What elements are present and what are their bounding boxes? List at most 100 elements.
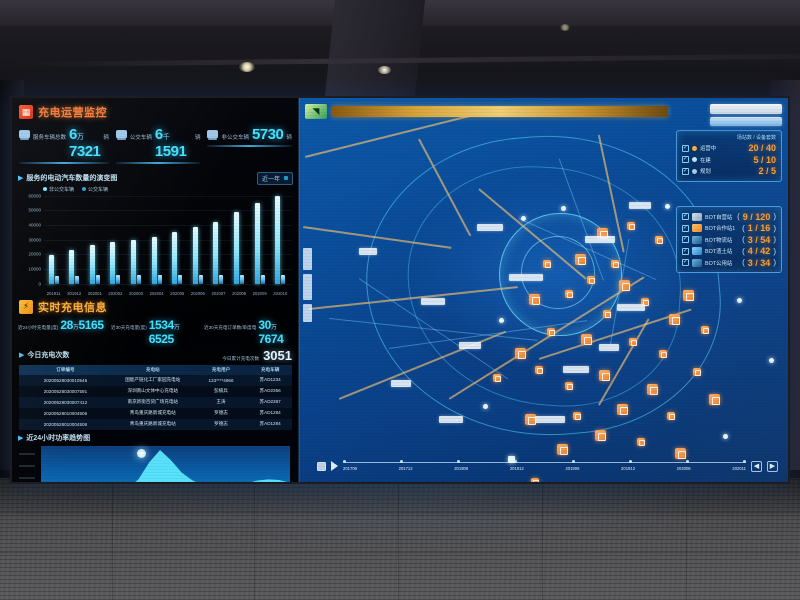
charging-station-marker[interactable] [565,290,574,299]
charging-station-marker[interactable] [637,438,646,447]
floor-seam [0,512,800,513]
charging-station-marker[interactable] [535,366,544,375]
checkbox-icon[interactable]: ✓ [682,156,689,163]
checkbox-icon[interactable]: ✓ [682,167,689,175]
charging-station-marker[interactable] [493,374,502,383]
legend-row[interactable]: ✓ 规划 2 / 5 [682,166,776,176]
charging-station-marker[interactable] [611,260,620,269]
map-poi-dot[interactable] [769,358,774,363]
legend-row[interactable]: ✓ 在建 5 / 10 [682,155,776,165]
vehicle-growth-bar-chart: 60000 50000 40000 30000 20000 10000 0 201911 20… [19,193,292,296]
charging-station-marker[interactable] [647,384,658,395]
charging-station-marker[interactable] [529,294,540,305]
bot-category-legend[interactable]: ✓ BOT自营站(9 / 120) ✓ BOT合作站1(1 / 16) ✓ BOT物流站(… [676,206,782,273]
charging-station-marker[interactable] [659,350,668,359]
metric-label: 近24小时充电量(度) [18,324,59,330]
charging-station-marker[interactable] [641,298,650,307]
trend-area-path [134,449,289,482]
table-row[interactable]: 20200528010004506 青岛重庆路新城充电站 罗德志 苏AD1284 [19,407,292,419]
next-icon[interactable]: ▶ [767,460,778,472]
charging-station-marker[interactable] [587,276,596,285]
charging-station-marker[interactable] [581,334,592,345]
dashboard-title: 充电运营监控 [38,107,107,119]
legend-row[interactable]: ✓ BOT渣土站(4 / 42) [682,246,776,256]
map-poi-dot[interactable] [561,206,566,211]
prev-icon[interactable]: ◀ [751,460,762,472]
filter-select[interactable] [710,117,782,126]
map-poi-dot[interactable] [483,404,488,409]
legend-row[interactable]: ✓ BOT自营站(9 / 120) [682,211,776,222]
bar-nonbus [110,241,116,284]
legend-row[interactable]: ✓ 运营中 20 / 40 [682,143,776,153]
checkbox-icon[interactable]: ✓ [682,213,689,220]
ceiling-spotlight-icon [378,66,391,74]
kpi-label: 非公交车辆 [221,135,249,141]
charging-station-marker[interactable] [675,448,686,459]
charging-station-marker[interactable] [575,254,586,265]
chart-x-tick-label: 202003 [129,290,144,296]
bar-group [168,232,187,284]
map-poi-dot[interactable] [499,318,504,323]
station-status-legend[interactable]: 场站数 / 设备套数 ✓ 运营中 20 / 40 ✓ 在建 5 / 10 ✓ 规划 2 / 5 [676,130,782,182]
charging-station-marker[interactable] [701,326,710,335]
table-row[interactable]: 20200528010004506 青岛重庆路新城充电站 罗德志 苏AD1284 [19,418,292,430]
charging-station-marker[interactable] [709,394,720,405]
charging-station-marker[interactable] [573,412,582,421]
timeline-track[interactable]: 201706 201712 201806 201812 201906 201912 2020… [343,456,746,474]
timeline-handle[interactable] [508,456,516,463]
charging-station-marker[interactable] [683,290,694,301]
bar-nonbus [275,195,281,284]
play-icon[interactable] [331,461,338,471]
checkbox-icon[interactable]: ✓ [682,259,689,266]
table-row[interactable]: 20200528030010545 国能产链化工厂家园充电站 133****4966… [19,374,292,386]
stop-icon[interactable] [317,461,326,471]
metric-label: 近30天充电订单数/单度电 [204,324,257,330]
charging-station-marker[interactable] [603,310,612,319]
charging-station-marker[interactable] [531,478,540,482]
map-poi-dot[interactable] [737,298,742,303]
time-range-select[interactable]: 近一年 [256,171,293,185]
legend-row[interactable]: ✓ BOT物流站(3 / 54) [682,234,776,245]
timeline-tick [343,460,346,463]
table-cell: 苏AD1284 [259,421,281,426]
checkbox-icon[interactable]: ✓ [682,224,689,232]
charging-station-marker[interactable] [629,338,638,347]
map-poi-dot[interactable] [665,204,670,209]
charging-station-marker[interactable] [595,430,606,441]
charging-station-marker[interactable] [565,382,574,391]
charging-station-marker[interactable] [669,314,680,325]
table-row[interactable]: 20200528030007412 南京新街百货广场充电站 王涛 苏AD2387 [19,396,292,408]
map-poi-dot[interactable] [723,434,728,439]
charging-station-marker[interactable] [557,444,568,455]
map-timeline-control[interactable]: 201706 201712 201806 201812 201906 201912 2020… [317,456,778,476]
kpi-underline [115,162,201,164]
legend-row[interactable]: ✓ BOT合作站1(1 / 16) [682,223,776,233]
legend-row[interactable]: ✓ BOT公用站(3 / 34) [682,257,776,268]
charging-station-marker[interactable] [667,412,676,421]
table-cell: 南京新街百货广场充电站 [127,399,179,404]
charging-station-marker[interactable] [599,370,610,381]
metric-label: 近30天充电量(度) [111,324,147,330]
expand-caret-icon[interactable]: ▶ [18,175,24,182]
table-cell: 苏AD2387 [259,399,281,404]
map-poi-dot[interactable] [521,216,526,221]
table-row[interactable]: 20200528030007591 深圳南山文体中心充电站 彭楠兵 苏AD2356 [19,385,292,397]
map-search-controls[interactable] [710,104,782,126]
map-panel[interactable]: ◥ 场站数 / 设备套数 ✓ 运营中 20 / 40 ✓ 在建 5 / 10 ✓ 规划 2 / … [299,98,788,482]
charging-station-marker[interactable] [515,348,526,359]
checkbox-icon[interactable]: ✓ [682,144,689,152]
expand-caret-icon[interactable]: ▶ [18,434,24,442]
table-cell: 国能产链化工厂家园充电站 [125,377,181,382]
charging-station-marker[interactable] [547,328,556,337]
bar-bus [75,275,80,284]
charging-station-marker[interactable] [627,222,636,231]
charging-station-marker[interactable] [619,280,630,291]
checkbox-icon[interactable]: ✓ [682,247,689,255]
checkbox-icon[interactable]: ✓ [682,236,689,243]
charging-station-marker[interactable] [543,260,552,269]
charging-station-marker[interactable] [655,236,664,245]
charging-station-marker[interactable] [693,368,702,377]
search-input[interactable] [710,104,782,114]
expand-caret-icon[interactable]: ▶ [19,352,25,359]
charging-station-marker[interactable] [617,404,628,415]
